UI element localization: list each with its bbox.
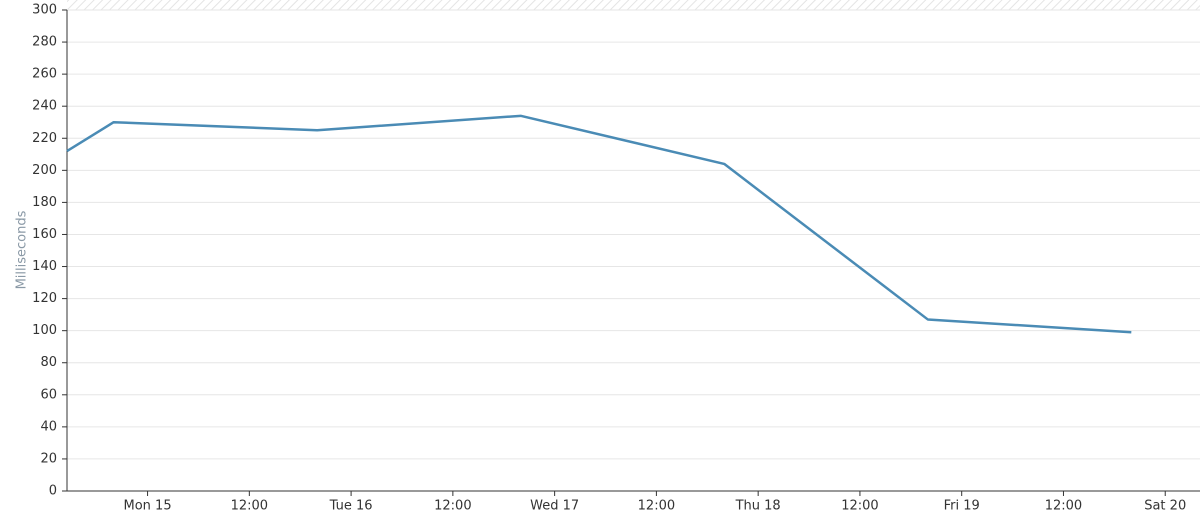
x-tick-label: Tue 16: [329, 499, 373, 514]
data-line: [66, 114, 1132, 334]
y-tick-label: 120: [32, 291, 57, 306]
y-axis-label: Milliseconds: [15, 210, 30, 289]
y-tick-label: 300: [32, 3, 57, 18]
y-tick-label: 60: [40, 387, 57, 402]
x-tick-label: Fri 19: [944, 499, 980, 514]
x-tick-label: 12:00: [434, 499, 471, 514]
x-tick-label: 12:00: [841, 499, 878, 514]
y-tick-label: 0: [49, 484, 57, 499]
y-tick-label: 260: [32, 67, 57, 82]
y-tick-label: 40: [40, 419, 57, 434]
y-tick-label: 80: [40, 355, 57, 370]
y-tick-label: 20: [40, 451, 57, 466]
x-tick-label: Wed 17: [530, 499, 579, 514]
y-tick-label: 180: [32, 195, 57, 210]
hatched-band: [67, 0, 1200, 10]
x-tick-label: 12:00: [1045, 499, 1082, 514]
y-tick-label: 140: [32, 259, 57, 274]
x-tick-label: 12:00: [231, 499, 268, 514]
y-tick-label: 240: [32, 99, 57, 114]
y-tick-label: 100: [32, 323, 57, 338]
x-tick-label: Mon 15: [124, 499, 172, 514]
x-tick-label: Thu 18: [735, 499, 781, 514]
y-tick-label: 200: [32, 163, 57, 178]
x-tick-label: 12:00: [638, 499, 675, 514]
y-tick-label: 220: [32, 131, 57, 146]
y-tick-label: 160: [32, 227, 57, 242]
x-tick-label: Sat 20: [1144, 499, 1186, 514]
y-tick-label: 280: [32, 35, 57, 50]
